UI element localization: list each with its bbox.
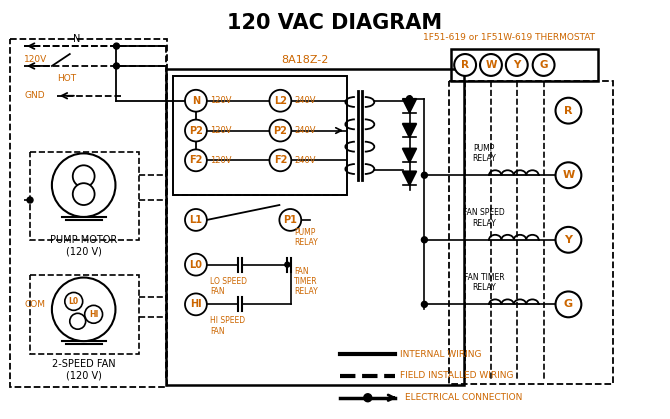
Circle shape: [70, 313, 86, 329]
Bar: [30, 153, 139, 240]
Circle shape: [65, 292, 82, 310]
Bar: [451, 49, 598, 81]
Circle shape: [555, 227, 582, 253]
Text: 120V: 120V: [210, 96, 231, 105]
Text: FAN
TIMER
RELAY: FAN TIMER RELAY: [294, 266, 318, 296]
Text: L0: L0: [69, 297, 79, 306]
Text: F2: F2: [273, 155, 287, 166]
Text: INTERNAL WIRING: INTERNAL WIRING: [399, 349, 481, 359]
Text: L0: L0: [190, 260, 202, 270]
Text: FAN SPEED
RELAY: FAN SPEED RELAY: [463, 209, 505, 228]
Text: 120V: 120V: [210, 126, 231, 135]
Text: GND: GND: [24, 91, 45, 100]
Circle shape: [185, 150, 207, 171]
Text: Y: Y: [513, 60, 521, 70]
Text: 240V: 240V: [294, 126, 316, 135]
Polygon shape: [403, 124, 417, 137]
Text: P2: P2: [273, 126, 287, 135]
Circle shape: [269, 119, 291, 142]
Circle shape: [533, 54, 555, 76]
Polygon shape: [403, 171, 417, 185]
Circle shape: [185, 293, 207, 315]
Circle shape: [185, 254, 207, 276]
Polygon shape: [403, 148, 417, 162]
Text: HI: HI: [190, 299, 202, 309]
Text: N: N: [73, 34, 80, 44]
Text: 1F51-619 or 1F51W-619 THERMOSTAT: 1F51-619 or 1F51W-619 THERMOSTAT: [423, 33, 595, 42]
Bar: [166, 69, 464, 385]
Circle shape: [506, 54, 528, 76]
Circle shape: [185, 209, 207, 231]
Text: PUMP MOTOR
(120 V): PUMP MOTOR (120 V): [50, 235, 117, 256]
Circle shape: [555, 292, 582, 317]
Text: 8A18Z-2: 8A18Z-2: [281, 55, 329, 65]
Circle shape: [454, 54, 476, 76]
Text: HI SPEED
FAN: HI SPEED FAN: [210, 316, 245, 336]
Text: R: R: [461, 60, 469, 70]
Circle shape: [269, 150, 291, 171]
Text: L1: L1: [190, 215, 202, 225]
Circle shape: [407, 96, 413, 102]
Text: FAN TIMER
RELAY: FAN TIMER RELAY: [464, 273, 505, 292]
Text: HI: HI: [89, 310, 98, 319]
Text: R: R: [564, 106, 573, 116]
Circle shape: [279, 209, 302, 231]
Circle shape: [73, 165, 94, 187]
Text: P2: P2: [189, 126, 203, 135]
Circle shape: [555, 98, 582, 124]
Circle shape: [364, 394, 372, 402]
Circle shape: [113, 63, 119, 69]
Bar: [173, 76, 347, 195]
Circle shape: [84, 305, 103, 323]
Circle shape: [185, 90, 207, 111]
Text: W: W: [562, 170, 575, 180]
Circle shape: [421, 301, 427, 308]
Polygon shape: [403, 99, 417, 113]
Circle shape: [52, 277, 115, 341]
Text: 120V: 120V: [210, 156, 231, 165]
Text: F2: F2: [189, 155, 202, 166]
Text: G: G: [564, 299, 573, 309]
Text: 2-SPEED FAN
(120 V): 2-SPEED FAN (120 V): [52, 359, 115, 380]
Text: LO SPEED
FAN: LO SPEED FAN: [210, 277, 247, 296]
Text: ELECTRICAL CONNECTION: ELECTRICAL CONNECTION: [405, 393, 522, 402]
Circle shape: [555, 162, 582, 188]
Text: 120 VAC DIAGRAM: 120 VAC DIAGRAM: [227, 13, 443, 33]
Text: PUMP
RELAY: PUMP RELAY: [472, 144, 496, 163]
Text: Y: Y: [564, 235, 572, 245]
Text: G: G: [539, 60, 548, 70]
Text: FIELD INSTALLED WIRING: FIELD INSTALLED WIRING: [399, 371, 513, 380]
Circle shape: [421, 237, 427, 243]
Text: 240V: 240V: [294, 96, 316, 105]
Circle shape: [480, 54, 502, 76]
Circle shape: [52, 153, 115, 217]
Circle shape: [285, 262, 290, 267]
Text: N: N: [192, 96, 200, 106]
Text: 120V: 120V: [24, 55, 48, 64]
Text: PUMP
RELAY: PUMP RELAY: [294, 228, 318, 247]
Circle shape: [73, 183, 94, 205]
Circle shape: [269, 90, 291, 111]
Text: 240V: 240V: [294, 156, 316, 165]
Text: P1: P1: [283, 215, 297, 225]
Circle shape: [113, 43, 119, 49]
Bar: [450, 81, 613, 384]
Text: L2: L2: [274, 96, 287, 106]
Circle shape: [421, 172, 427, 178]
Bar: [30, 274, 139, 354]
Circle shape: [185, 119, 207, 142]
Text: COM: COM: [25, 300, 46, 309]
Bar: [10, 39, 167, 387]
Text: W: W: [485, 60, 496, 70]
Text: HOT: HOT: [57, 74, 76, 83]
Circle shape: [27, 197, 33, 203]
